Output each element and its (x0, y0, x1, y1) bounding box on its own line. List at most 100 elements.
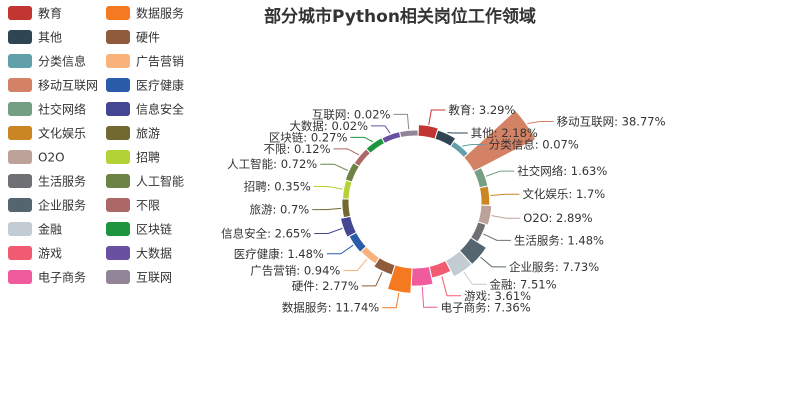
slice[interactable] (479, 186, 489, 205)
slice[interactable] (340, 216, 356, 237)
legend-label: 电子商务 (38, 270, 86, 285)
legend-swatch (8, 222, 32, 236)
legend-item[interactable]: 不限 (106, 198, 160, 213)
legend-item[interactable]: 教育 (8, 6, 62, 21)
legend-label: 游戏 (38, 247, 62, 261)
slice[interactable] (411, 266, 433, 286)
legend-swatch (8, 126, 32, 140)
legend-item[interactable]: 企业服务 (8, 198, 86, 213)
leader-line (393, 114, 408, 129)
legend-label: 金融 (38, 222, 62, 237)
legend-swatch (8, 150, 32, 164)
legend-item[interactable]: 金融 (8, 222, 62, 237)
slice-label: 企业服务: 7.73% (509, 260, 599, 274)
legend-item[interactable]: 生活服务 (8, 174, 86, 189)
leader-line (486, 171, 514, 176)
legend-item[interactable]: 数据服务 (106, 6, 184, 21)
slice-label: O2O: 2.89% (523, 211, 592, 225)
legend-swatch (8, 30, 32, 44)
legend-swatch (106, 150, 130, 164)
legend-swatch (8, 6, 32, 20)
slice-label: 广告营销: 0.94% (250, 263, 340, 277)
legend-item[interactable]: 互联网 (106, 270, 172, 285)
legend-item[interactable]: 游戏 (8, 246, 62, 261)
slice-label: 招聘: 0.35% (244, 180, 311, 194)
slice[interactable] (451, 141, 469, 157)
slice-label: 数据服务: 11.74% (282, 301, 379, 315)
leader-line (371, 126, 390, 134)
legend-label: 文化娱乐 (38, 126, 86, 141)
leader-line (464, 272, 487, 284)
legend-label: 生活服务 (38, 174, 86, 189)
legend-swatch (106, 174, 130, 188)
leader-line (481, 257, 506, 267)
legend-swatch (106, 102, 130, 116)
legend-item[interactable]: 社交网络 (8, 102, 86, 117)
legend-swatch (106, 246, 130, 260)
legend-label: 社交网络 (38, 102, 86, 117)
slice[interactable] (382, 132, 401, 144)
legend-item[interactable]: 分类信息 (8, 54, 86, 69)
legend-swatch (8, 78, 32, 92)
leader-line (422, 287, 437, 307)
slice-label: 硬件: 2.77% (292, 279, 359, 293)
legend-item[interactable]: 区块链 (106, 222, 172, 237)
legend-item[interactable]: O2O (8, 150, 65, 165)
legend-item[interactable]: 信息安全 (106, 102, 184, 117)
leader-line (343, 259, 367, 270)
legend-item[interactable]: 硬件 (106, 30, 160, 45)
slice[interactable] (400, 130, 419, 138)
legend-label: 区块链 (136, 222, 172, 237)
leader-line (490, 194, 519, 195)
legend-label: 广告营销 (136, 55, 184, 69)
slice[interactable] (354, 149, 370, 167)
chart-title: 部分城市Python相关岗位工作领域 (264, 6, 536, 27)
legend-item[interactable]: 招聘 (106, 150, 160, 165)
slice-label: 教育: 3.29% (448, 103, 515, 117)
slice[interactable] (343, 180, 353, 199)
leader-line (320, 164, 348, 170)
leader-line (314, 187, 343, 190)
legend-item[interactable]: 移动互联网 (8, 78, 98, 93)
legend-swatch (106, 270, 130, 284)
slice-label: 电子商务: 7.36% (441, 300, 531, 314)
slice[interactable] (342, 199, 351, 218)
legend-label: 企业服务 (38, 198, 86, 213)
legend-swatch (106, 6, 130, 20)
legend-label: 教育 (38, 6, 62, 21)
legend-item[interactable]: 电子商务 (8, 270, 86, 285)
slice-label: 医疗健康: 1.48% (234, 247, 324, 261)
legend-label: 互联网 (136, 271, 172, 285)
leader-line (483, 234, 511, 240)
legend-item[interactable]: 文化娱乐 (8, 126, 86, 141)
leader-line (442, 276, 461, 296)
legend-label: 医疗健康 (136, 78, 184, 93)
legend-label: O2O (38, 151, 65, 165)
leader-line (429, 110, 446, 125)
legend-swatch (8, 270, 32, 284)
slice-label: 移动互联网: 38.77% (557, 115, 666, 129)
legend-label: 硬件 (136, 31, 160, 45)
legend-item[interactable]: 广告营销 (106, 54, 184, 69)
legend-item[interactable]: 大数据 (106, 246, 172, 261)
legend-label: 不限 (136, 199, 160, 213)
slice-label: 生活服务: 1.48% (514, 233, 604, 247)
legend-swatch (8, 246, 32, 260)
legend-swatch (106, 126, 130, 140)
legend-item[interactable]: 医疗健康 (106, 78, 184, 93)
slice[interactable] (474, 168, 488, 188)
legend-item[interactable]: 旅游 (106, 126, 160, 141)
slice-label: 分类信息: 0.07% (489, 138, 579, 152)
legend-label: 数据服务 (136, 6, 184, 21)
leader-line (382, 293, 399, 308)
legend-label: 旅游 (136, 127, 160, 141)
legend-label: 招聘 (136, 151, 160, 165)
legend-label: 人工智能 (136, 174, 184, 189)
legend-label: 移动互联网 (38, 79, 98, 93)
legend-swatch (106, 30, 130, 44)
legend-item[interactable]: 其他 (8, 30, 62, 45)
legend-item[interactable]: 人工智能 (106, 174, 184, 189)
legend-label: 大数据 (136, 246, 172, 261)
leader-line (362, 272, 382, 286)
